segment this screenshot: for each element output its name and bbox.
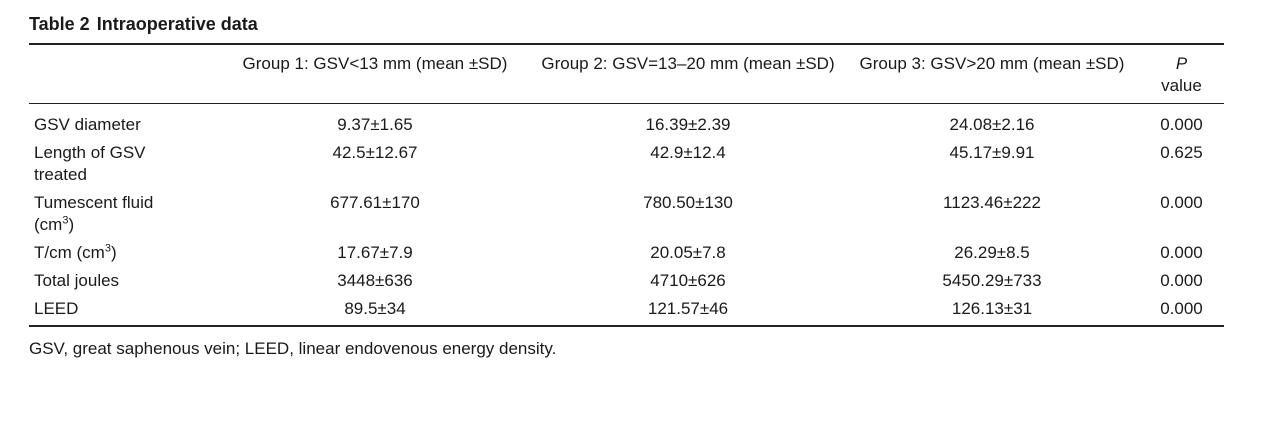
- header-label-cell: [29, 44, 219, 104]
- p-value: 0.000: [1160, 243, 1203, 262]
- group3-value: 26.29±8.5: [954, 243, 1030, 262]
- group3-value: 1123.46±222: [943, 193, 1041, 212]
- row-label: Total joules: [34, 271, 120, 290]
- group3-value: 5450.29±733: [942, 271, 1042, 290]
- group1-value: 3448±636: [337, 271, 413, 290]
- p-value: 0.000: [1160, 193, 1203, 212]
- table-title: Table 2 Intraoperative data: [29, 14, 258, 35]
- header-group1: Group 1: GSV<13 mm (mean ±SD): [242, 54, 508, 73]
- row-label: T/cm (cm3): [34, 242, 117, 262]
- group2-value: 42.9±12.4: [650, 143, 726, 162]
- row-label: LEED: [34, 299, 79, 318]
- table-row: LEED 89.5±34 121.57±46 126.13±31 0.000: [29, 295, 1224, 326]
- header-row: Group 1: GSV<13 mm (mean ±SD) Group 2: G…: [29, 44, 1224, 104]
- table-row: Total joules 3448±636 4710±626 5450.29±7…: [29, 267, 1224, 295]
- group2-value: 16.39±2.39: [645, 115, 731, 134]
- row-label: Tumescent fluid (cm3): [34, 193, 154, 234]
- intraoperative-data-table: Group 1: GSV<13 mm (mean ±SD) Group 2: G…: [29, 43, 1224, 327]
- group1-value: 42.5±12.67: [332, 143, 418, 162]
- table-footnote: GSV, great saphenous vein; LEED, linear …: [29, 339, 557, 358]
- group3-value: 24.08±2.16: [949, 115, 1035, 134]
- group1-value: 89.5±34: [344, 299, 406, 318]
- group3-value: 126.13±31: [951, 299, 1033, 318]
- header-group2: Group 2: GSV=13–20 mm (mean ±SD): [541, 54, 835, 73]
- group2-value: 20.05±7.8: [650, 243, 726, 262]
- group1-value: 17.67±7.9: [337, 243, 413, 262]
- table-row: T/cm (cm3) 17.67±7.9 20.05±7.8 26.29±8.5…: [29, 239, 1224, 267]
- p-value: 0.000: [1160, 271, 1203, 290]
- table-row: GSV diameter 9.37±1.65 16.39±2.39 24.08±…: [29, 104, 1224, 140]
- group1-value: 677.61±170: [330, 193, 420, 212]
- group3-value: 45.17±9.91: [949, 143, 1035, 162]
- table-row: Tumescent fluid (cm3) 677.61±170 780.50±…: [29, 189, 1224, 239]
- p-value: 0.000: [1160, 115, 1203, 134]
- group2-value: 780.50±130: [643, 193, 733, 212]
- table-number: Table 2: [29, 14, 90, 34]
- header-group3: Group 3: GSV>20 mm (mean ±SD): [859, 54, 1125, 73]
- row-label: Length of GSV treated: [34, 143, 146, 184]
- header-p-value: P value: [1161, 54, 1202, 95]
- table-row: Length of GSV treated 42.5±12.67 42.9±12…: [29, 139, 1224, 189]
- row-label: GSV diameter: [34, 115, 141, 134]
- group1-value: 9.37±1.65: [337, 115, 413, 134]
- p-value: 0.625: [1160, 143, 1203, 162]
- group2-value: 4710±626: [650, 271, 726, 290]
- table-caption: Intraoperative data: [96, 14, 258, 34]
- p-value: 0.000: [1160, 299, 1203, 318]
- group2-value: 121.57±46: [647, 299, 729, 318]
